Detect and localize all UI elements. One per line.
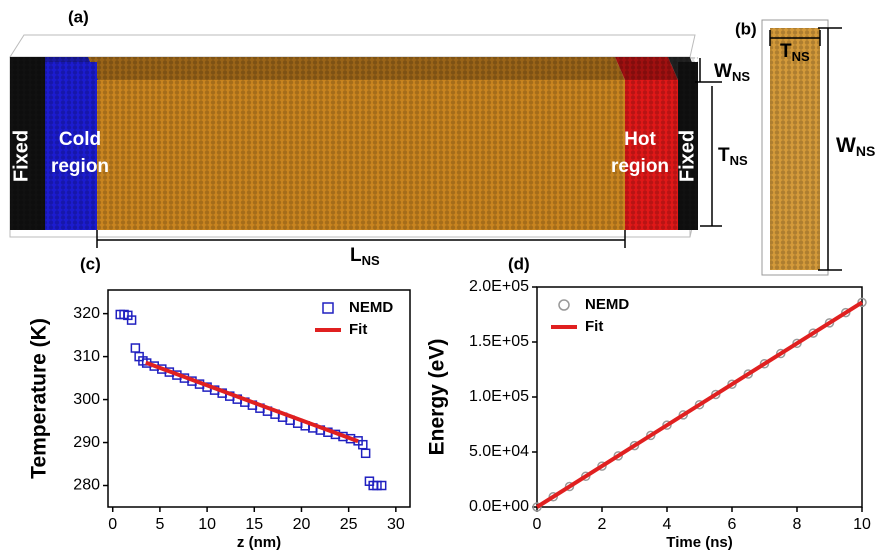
symbol: T — [780, 41, 792, 62]
symbol: T — [718, 145, 730, 166]
symbol: L — [350, 245, 362, 266]
length-label: LNS — [350, 245, 380, 268]
x-tick-label: 0 — [533, 516, 542, 533]
symbol: W — [714, 61, 732, 82]
panel-label: (c) — [80, 254, 101, 273]
legend-label: NEMD — [585, 296, 629, 313]
y-tick-label: 320 — [73, 305, 100, 322]
x-tick-label: 2 — [598, 516, 607, 533]
legend-swatch — [323, 303, 333, 313]
subscript: NS — [730, 153, 748, 168]
fixed-label: Fixed — [676, 130, 698, 182]
x-tick-label: 4 — [663, 516, 672, 533]
subscript: NS — [732, 69, 750, 84]
x-tick-label: 5 — [155, 516, 164, 533]
y-tick-label: 5.0E+04 — [469, 443, 529, 460]
x-tick-label: 20 — [293, 516, 311, 533]
y-tick-label: 290 — [73, 434, 100, 451]
legend-label: Fit — [349, 321, 367, 338]
y-axis-label: Temperature (K) — [28, 318, 51, 479]
x-tick-label: 25 — [340, 516, 358, 533]
legend-label: Fit — [585, 318, 603, 335]
hot-label: Hot — [624, 129, 656, 150]
y-tick-label: 310 — [73, 348, 100, 365]
panel-label: (b) — [735, 19, 757, 38]
width-label: WNS — [836, 134, 875, 159]
x-tick-label: 8 — [793, 516, 802, 533]
panel-label: (a) — [68, 7, 89, 26]
cold-label: region — [51, 156, 109, 177]
figure: (a) Fixed Cold region Hot region Fixed W… — [0, 0, 888, 550]
y-tick-label: 2.0E+05 — [469, 278, 529, 295]
x-axis-label: z (nm) — [237, 534, 281, 550]
subscript: NS — [792, 49, 810, 64]
panel-a: (a) Fixed Cold region Hot region Fixed W… — [10, 7, 750, 268]
x-tick-label: 10 — [853, 516, 871, 533]
y-tick-label: 300 — [73, 391, 100, 408]
y-tick-label: 280 — [73, 477, 100, 494]
x-tick-label: 10 — [198, 516, 216, 533]
x-tick-label: 6 — [728, 516, 737, 533]
legend-swatch — [559, 300, 569, 310]
x-tick-label: 15 — [245, 516, 263, 533]
y-axis-label: Energy (eV) — [426, 339, 449, 456]
data-point — [362, 449, 370, 457]
subscript: NS — [362, 253, 380, 268]
subscript: NS — [856, 143, 875, 159]
y-tick-label: 0.0E+00 — [469, 498, 529, 515]
panel-label: (d) — [508, 254, 530, 273]
y-tick-label: 1.5E+05 — [469, 333, 529, 350]
width-label: WNS — [714, 61, 750, 84]
cold-label: Cold — [59, 129, 101, 150]
hot-label: region — [611, 156, 669, 177]
x-axis-label: Time (ns) — [666, 534, 732, 550]
panel-b: (b) TNS WNS — [735, 19, 875, 275]
symbol: W — [836, 134, 856, 157]
thickness-label: TNS — [718, 145, 748, 168]
y-tick-label: 1.0E+05 — [469, 388, 529, 405]
fit-line — [146, 363, 358, 442]
data-point — [131, 344, 139, 352]
x-tick-label: 30 — [387, 516, 405, 533]
fixed-label: Fixed — [10, 130, 32, 182]
x-tick-label: 0 — [108, 516, 117, 533]
legend-label: NEMD — [349, 299, 393, 316]
